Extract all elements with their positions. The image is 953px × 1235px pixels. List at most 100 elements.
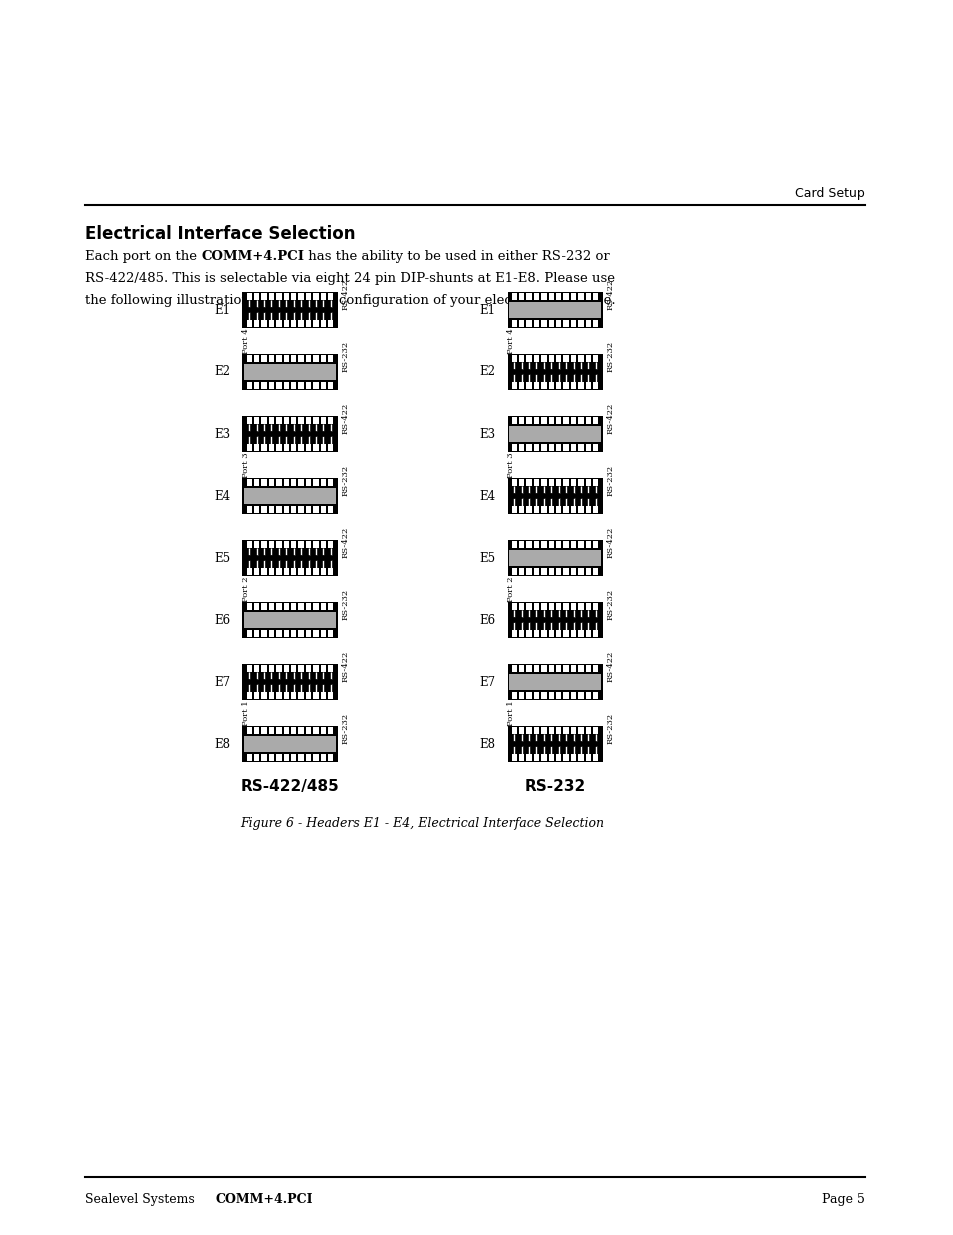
Bar — [283, 506, 289, 513]
Bar — [509, 426, 600, 442]
Bar — [540, 692, 546, 699]
Bar — [298, 603, 303, 610]
Bar — [534, 354, 538, 362]
Bar — [511, 320, 517, 327]
Bar — [563, 692, 568, 699]
Bar — [253, 753, 259, 761]
Bar — [298, 293, 303, 300]
Bar — [593, 443, 598, 451]
Bar — [306, 417, 311, 424]
Bar — [320, 664, 326, 672]
Bar — [548, 443, 554, 451]
Bar — [578, 382, 583, 389]
Bar — [593, 630, 598, 637]
Text: RS-422: RS-422 — [606, 279, 614, 310]
Bar — [328, 506, 334, 513]
Bar — [283, 753, 289, 761]
Bar — [298, 753, 303, 761]
Bar — [578, 692, 583, 699]
Bar — [593, 417, 598, 424]
Text: has the ability to be used in either RS-232 or: has the ability to be used in either RS-… — [304, 249, 609, 263]
Bar — [511, 630, 517, 637]
Bar — [328, 320, 334, 327]
Bar — [563, 568, 568, 576]
Bar — [283, 630, 289, 637]
Bar — [526, 320, 531, 327]
Bar — [313, 443, 318, 451]
Circle shape — [306, 432, 311, 436]
Bar — [313, 479, 318, 487]
Circle shape — [261, 432, 266, 436]
Bar — [320, 443, 326, 451]
Bar — [511, 727, 517, 734]
Bar — [253, 568, 259, 576]
Bar — [276, 664, 281, 672]
Circle shape — [298, 556, 303, 561]
Bar — [570, 506, 576, 513]
Text: Figure 6 - Headers E1 - E4, Electrical Interface Selection: Figure 6 - Headers E1 - E4, Electrical I… — [240, 818, 604, 830]
Bar — [253, 354, 259, 362]
Bar — [556, 753, 560, 761]
Bar — [570, 541, 576, 548]
Bar — [276, 692, 281, 699]
Circle shape — [284, 679, 288, 684]
Circle shape — [328, 432, 333, 436]
Bar — [306, 727, 311, 734]
Circle shape — [512, 618, 516, 622]
Circle shape — [314, 679, 317, 684]
Bar — [291, 293, 296, 300]
Bar — [585, 320, 591, 327]
Bar — [306, 320, 311, 327]
Bar — [253, 603, 259, 610]
Circle shape — [276, 679, 281, 684]
Bar — [291, 630, 296, 637]
Bar — [261, 293, 267, 300]
Circle shape — [314, 556, 317, 561]
Bar — [291, 753, 296, 761]
Bar — [563, 664, 568, 672]
Bar — [593, 506, 598, 513]
Bar — [585, 630, 591, 637]
Circle shape — [578, 618, 582, 622]
Bar — [548, 354, 554, 362]
Bar — [298, 727, 303, 734]
Bar — [242, 291, 337, 329]
Bar — [534, 630, 538, 637]
Bar — [548, 417, 554, 424]
Circle shape — [534, 369, 538, 374]
Bar — [313, 506, 318, 513]
Bar — [298, 692, 303, 699]
Text: RS-232: RS-232 — [341, 589, 349, 620]
Circle shape — [578, 742, 582, 746]
Bar — [507, 601, 602, 638]
Bar — [291, 664, 296, 672]
Bar — [253, 479, 259, 487]
Bar — [526, 664, 531, 672]
Bar — [306, 664, 311, 672]
Bar — [585, 354, 591, 362]
Bar — [556, 568, 560, 576]
Text: RS-422/485: RS-422/485 — [240, 779, 339, 794]
Bar — [578, 417, 583, 424]
Bar — [563, 354, 568, 362]
Circle shape — [261, 308, 266, 312]
Circle shape — [298, 308, 303, 312]
Bar — [253, 664, 259, 672]
Bar — [540, 354, 546, 362]
Bar — [244, 364, 335, 379]
Bar — [518, 727, 524, 734]
Bar — [540, 603, 546, 610]
Circle shape — [276, 432, 281, 436]
Bar — [269, 603, 274, 610]
Bar — [283, 382, 289, 389]
Bar — [246, 692, 252, 699]
Text: RS-422: RS-422 — [606, 651, 614, 682]
Bar — [313, 568, 318, 576]
Bar — [593, 293, 598, 300]
Bar — [534, 382, 538, 389]
Bar — [261, 727, 267, 734]
Circle shape — [269, 308, 274, 312]
Bar — [570, 664, 576, 672]
Bar — [593, 664, 598, 672]
Bar — [276, 603, 281, 610]
